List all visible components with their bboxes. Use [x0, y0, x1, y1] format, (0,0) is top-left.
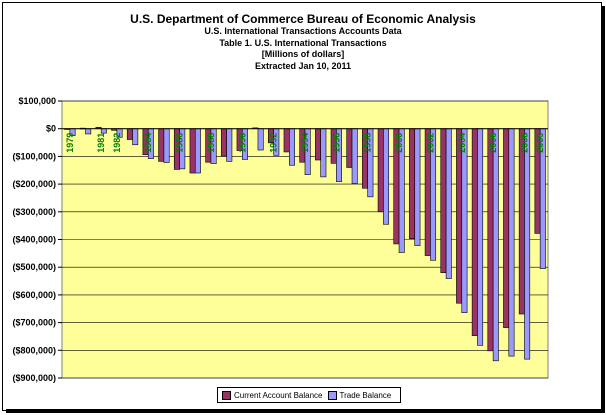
bar-current-account — [220, 128, 227, 157]
chart-subtitle-1: U.S. International Transactions Accounts… — [204, 26, 402, 36]
bar-current-account — [315, 128, 321, 161]
bar-current-account — [409, 128, 416, 239]
y-tick-label: ($900,000) — [12, 373, 56, 383]
x-tick-label: 1984 — [143, 133, 153, 153]
x-tick-label: 1981 — [96, 133, 106, 153]
bar-trade-balance — [351, 128, 358, 184]
chart-subtitle-3: [Millions of dollars] — [261, 49, 345, 59]
x-tick-label: 1986 — [175, 133, 185, 153]
y-tick-label: $100,000 — [18, 96, 56, 106]
bar-current-account — [503, 128, 510, 328]
bar-current-account — [471, 128, 478, 336]
x-tick-label: 2004 — [457, 133, 467, 153]
x-tick-label: 1982 — [112, 133, 122, 153]
x-tick-label: 2002 — [425, 133, 435, 153]
y-tick-label: ($100,000) — [12, 151, 56, 161]
bar-current-account — [189, 128, 196, 174]
legend-label-trade-balance: Trade Balance — [339, 390, 392, 400]
y-tick-label: ($800,000) — [12, 345, 56, 355]
x-tick-label: 2006 — [488, 133, 498, 153]
bar-trade-balance — [492, 128, 499, 362]
x-tick-label: 1990 — [237, 133, 247, 153]
chart-title-block: U.S. Department of Commerce Bureau of Ec… — [0, 12, 606, 72]
bar-current-account — [158, 128, 165, 162]
bar-current-account — [126, 128, 133, 140]
bar-current-account — [518, 128, 525, 315]
bar-trade-balance — [445, 128, 452, 279]
x-tick-label: 2000 — [394, 133, 404, 153]
bar-trade-balance — [194, 128, 201, 174]
bar-trade-balance — [85, 128, 92, 135]
y-tick-label: ($300,000) — [12, 207, 56, 217]
bar-trade-balance — [383, 128, 390, 225]
x-tick-label: 1998 — [363, 133, 373, 153]
chart-subtitle-2: Table 1. U.S. International Transactions — [219, 37, 387, 48]
bar-current-account — [377, 128, 384, 213]
x-tick-label: 1994 — [300, 133, 310, 153]
y-tick-label: ($200,000) — [12, 179, 56, 189]
bar-trade-balance — [524, 128, 531, 360]
bar-trade-balance — [100, 128, 107, 134]
chart-title: U.S. Department of Commerce Bureau of Ec… — [130, 12, 476, 26]
bar-trade-balance — [226, 128, 233, 162]
bar-trade-balance — [477, 128, 484, 346]
bar-trade-balance — [257, 128, 264, 151]
frame-shadow-bottom — [6, 409, 605, 413]
chart-subtitle-4: Extracted Jan 10, 2011 — [254, 60, 352, 71]
y-tick-label: ($400,000) — [12, 235, 56, 245]
bar-current-account — [283, 128, 290, 153]
bar-trade-balance — [132, 128, 139, 146]
y-tick-label: ($600,000) — [12, 290, 56, 300]
x-tick-label: 1979 — [65, 133, 75, 153]
legend-label-current-account: Current Account Balance — [234, 390, 323, 400]
bar-current-account — [487, 128, 494, 352]
y-tick-label: ($500,000) — [12, 262, 56, 272]
legend-swatch-trade-balance — [327, 390, 337, 400]
y-tick-label: ($700,000) — [12, 318, 56, 328]
bar-trade-balance — [320, 128, 327, 178]
legend-swatch-current-account — [222, 390, 231, 400]
x-tick-label: 1988 — [206, 133, 216, 153]
frame-shadow-right — [601, 6, 605, 413]
bar-current-account — [346, 128, 353, 168]
x-tick-label: 2008 — [519, 133, 529, 153]
legend-item-trade-balance: Trade Balance — [327, 390, 392, 400]
y-tick-label: $0 — [46, 124, 56, 134]
bar-trade-balance — [289, 128, 295, 166]
bar-trade-balance — [163, 128, 170, 163]
x-tick-label: 2009 — [535, 133, 545, 153]
x-tick-label: 1992 — [269, 133, 279, 153]
legend-item-current-account: Current Account Balance — [222, 390, 323, 400]
bar-trade-balance — [508, 128, 515, 357]
x-tick-label: 1996 — [331, 133, 341, 153]
bar-trade-balance — [461, 128, 468, 313]
bar-current-account — [440, 128, 447, 274]
bar-current-account — [456, 128, 463, 304]
bar-trade-balance — [414, 128, 421, 246]
legend: Current Account Balance Trade Balance — [217, 387, 402, 403]
